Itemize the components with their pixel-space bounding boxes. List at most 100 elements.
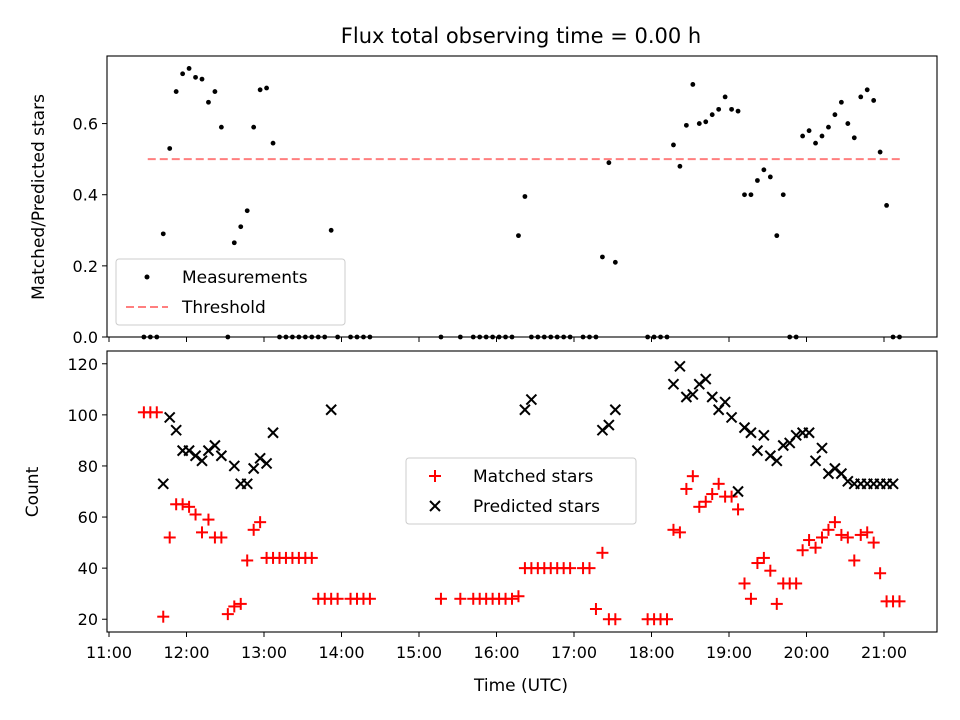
measurement-point xyxy=(206,99,211,105)
matched-star-point xyxy=(506,592,518,605)
matched-star-point xyxy=(841,531,854,544)
legend-measurements-marker xyxy=(144,274,150,280)
measurement-point xyxy=(813,140,818,146)
bottom-y-tick-label: 120 xyxy=(67,355,98,374)
measurement-point xyxy=(612,259,618,265)
matched-star-point xyxy=(583,562,596,575)
measurement-point xyxy=(238,224,244,230)
matched-star-point xyxy=(861,526,874,539)
x-tick-label: 17:00 xyxy=(551,643,597,662)
matched-star-point xyxy=(589,603,602,616)
x-tick-label: 19:00 xyxy=(706,643,752,662)
measurement-point xyxy=(851,135,857,141)
matched-star-point xyxy=(305,551,318,564)
measurement-point xyxy=(671,142,676,148)
bottom-axis-ticks: 20 40 60 80 100 120 11:00 12:00 13:00 14:00 15:00 1… xyxy=(67,355,907,662)
matched-star-point xyxy=(738,577,751,590)
measurement-point xyxy=(690,82,696,87)
measurement-point xyxy=(742,192,747,198)
measurement-point xyxy=(800,133,806,139)
matched-star-point xyxy=(706,488,719,501)
bottom-y-tick-label: 40 xyxy=(78,559,98,578)
measurement-point xyxy=(703,119,709,125)
measurement-point xyxy=(160,231,166,237)
predicted-star-point xyxy=(842,475,854,487)
measurement-point xyxy=(199,76,205,82)
measurement-point xyxy=(864,87,870,93)
x-tick-label: 15:00 xyxy=(396,643,442,662)
x-axis-label: Time (UTC) xyxy=(473,676,568,696)
top-y-tick-label: 0.0 xyxy=(73,328,98,347)
matched-star-point xyxy=(564,562,577,575)
matched-star-point xyxy=(241,554,254,567)
legend-matched-label: Matched stars xyxy=(473,467,593,487)
count-points xyxy=(137,360,906,626)
measurement-point xyxy=(328,227,334,233)
measurement-point xyxy=(180,71,186,77)
legend-predicted-label: Predicted stars xyxy=(473,497,600,517)
measurement-point xyxy=(683,122,689,128)
matched-star-point xyxy=(157,610,170,623)
matched-star-point xyxy=(867,536,880,549)
top-legend-box xyxy=(115,258,346,326)
top-y-tick-label: 0.2 xyxy=(73,257,98,276)
measurement-point xyxy=(606,160,612,166)
measurement-point xyxy=(761,167,767,173)
matched-star-point xyxy=(667,523,680,536)
measurement-point xyxy=(884,202,889,208)
predicted-star-point xyxy=(609,404,622,416)
x-tick-label: 12:00 xyxy=(163,643,209,662)
measurement-point xyxy=(871,98,877,103)
matched-star-point xyxy=(693,500,706,513)
predicted-star-point xyxy=(215,450,228,462)
predicted-star-point xyxy=(519,404,531,416)
matched-star-point xyxy=(751,557,764,570)
measurement-point xyxy=(838,99,844,105)
x-tick-label: 18:00 xyxy=(628,643,674,662)
matched-star-point xyxy=(809,541,822,554)
predicted-star-point xyxy=(745,427,757,439)
measurement-point xyxy=(767,174,773,180)
matched-star-point xyxy=(686,470,699,483)
matched-star-point xyxy=(331,592,344,605)
top-plot-frame xyxy=(106,55,938,338)
measurement-point xyxy=(251,124,257,130)
matched-star-point xyxy=(215,531,228,544)
predicted-star-point xyxy=(674,360,686,373)
predicted-star-point xyxy=(700,373,712,385)
measurement-point xyxy=(735,108,741,114)
bottom-y-tick-label: 60 xyxy=(78,508,98,527)
measurement-point xyxy=(186,66,192,71)
predicted-star-point xyxy=(719,396,731,408)
measurement-point xyxy=(729,106,734,112)
predicted-star-point xyxy=(777,439,789,452)
x-tick-label: 20:00 xyxy=(783,643,829,662)
measurement-point xyxy=(709,112,715,118)
matched-star-point xyxy=(770,597,783,610)
measurement-point xyxy=(832,112,838,118)
matched-star-point xyxy=(254,516,267,529)
matched-star-point xyxy=(796,544,809,557)
bottom-plot-frame xyxy=(106,350,938,633)
matched-star-point xyxy=(712,477,725,490)
predicted-star-point xyxy=(687,388,699,401)
matched-star-point xyxy=(609,613,622,626)
matched-star-point xyxy=(221,608,234,621)
matched-star-point xyxy=(512,590,525,603)
predicted-star-point xyxy=(209,439,221,452)
bottom-y-axis-label-group: Count xyxy=(23,466,43,517)
measurement-point xyxy=(877,149,883,155)
predicted-star-point xyxy=(725,411,738,424)
matched-star-point xyxy=(725,490,738,503)
matched-star-point xyxy=(673,526,686,539)
matched-star-point xyxy=(434,592,447,605)
matched-star-point xyxy=(176,498,189,511)
x-tick-label: 16:00 xyxy=(473,643,519,662)
measurement-point xyxy=(231,240,237,246)
matched-star-point xyxy=(803,534,816,547)
matched-star-point xyxy=(764,564,777,577)
predicted-star-point xyxy=(525,393,538,406)
predicted-star-point xyxy=(196,455,208,467)
chart-title: Flux total observing time = 0.00 h xyxy=(341,24,701,48)
